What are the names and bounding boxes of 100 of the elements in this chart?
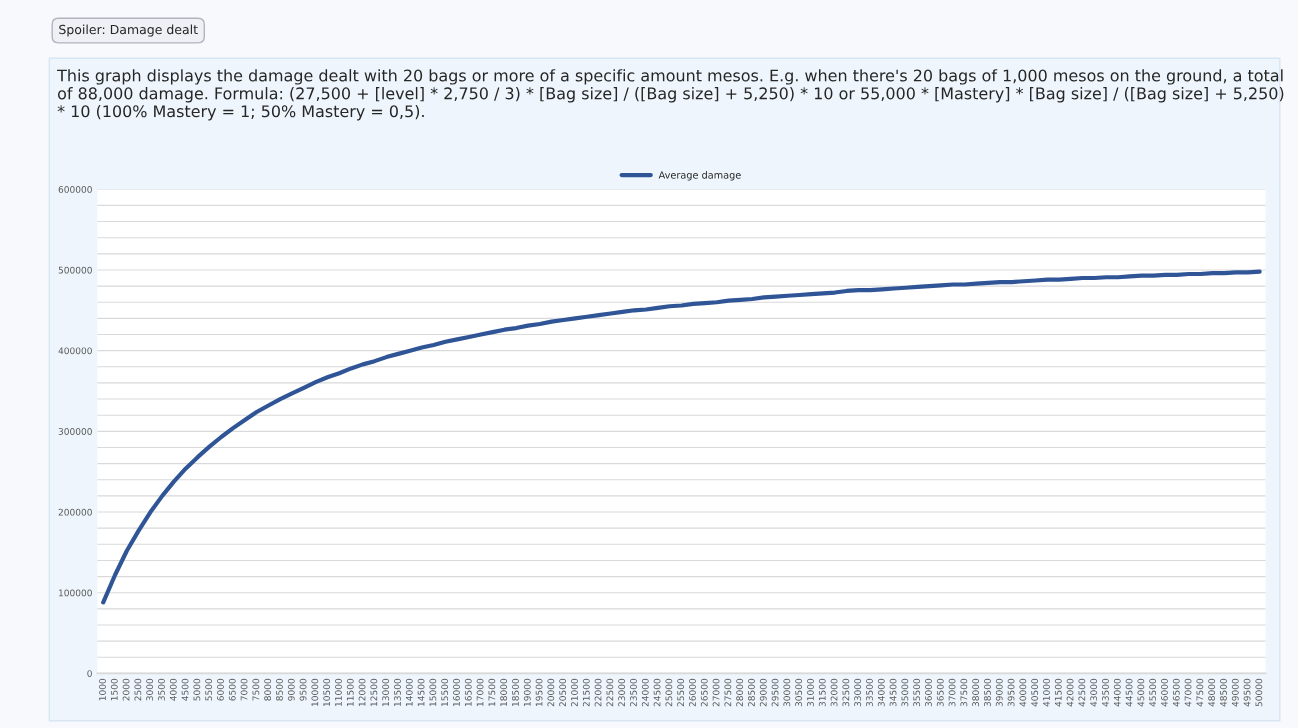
chart-title: This graph displays the damage dealt with 20 bags or more of a specific amount mesos. E.g. when there's 20 bags of 1,000 mesos on the ground, a total of 88,000 damage. Formula: (27,500 + [level] * 2,750 / 3) * [Bag size] / ([Bag size] + 5,250) * 10 or 55,000 * [Mastery] * [Bag size] / ([Bag size] + 5,250) * 10 (100% Mastery = 1; 50% Mastery = 0,5). [57, 69, 1284, 121]
x-tick-label: 5500 [205, 678, 213, 701]
x-tick-label: 34000 [877, 678, 885, 707]
x-tick-label: 29000 [759, 678, 767, 707]
x-tick-label: 24000 [641, 678, 649, 707]
x-tick-label: 37500 [960, 678, 968, 707]
x-tick-label: 25000 [665, 678, 673, 707]
x-tick-label: 8500 [276, 678, 283, 701]
x-tick-label: 27500 [724, 678, 732, 707]
x-tick-label: 30500 [795, 678, 803, 707]
y-tick-label: 500000 [58, 266, 92, 274]
x-tick-label: 6000 [217, 678, 224, 701]
x-tick-label: 7500 [252, 678, 260, 701]
x-tick-label: 27000 [712, 678, 720, 707]
x-tick-label: 22500 [606, 678, 614, 707]
x-tick-label: 38000 [972, 678, 980, 707]
x-tick-label: 22000 [594, 678, 602, 707]
x-tick-label: 46500 [1172, 678, 1180, 707]
x-tick-label: 10500 [323, 678, 331, 706]
x-tick-label: 23500 [630, 678, 637, 707]
x-tick-label: 40500 [1031, 678, 1039, 707]
y-tick-label: 100000 [59, 589, 92, 597]
x-tick-label: 39000 [995, 678, 1003, 707]
x-tick-label: 40000 [1019, 678, 1027, 707]
x-tick-label: 45500 [1149, 678, 1157, 707]
x-tick-label: 20500 [559, 678, 567, 707]
text: Spoiler: Damage dealt [59, 24, 198, 37]
x-tick-label: 49000 [1231, 678, 1239, 707]
x-tick-label: 2000 [122, 678, 130, 701]
x-tick-label: 26500 [700, 678, 708, 707]
x-tick-label: 49500 [1243, 678, 1251, 707]
x-tick-label: 13500 [394, 678, 401, 706]
x-tick-label: 31500 [818, 678, 826, 707]
y-tick-label: 600000 [58, 186, 92, 193]
x-tick-label: 33500 [866, 678, 873, 707]
x-tick-label: 43500 [1102, 678, 1109, 707]
x-tick-label: 20000 [547, 678, 555, 707]
x-tick-label: 47500 [1196, 678, 1204, 707]
x-tick-label: 24500 [653, 678, 661, 707]
x-tick-label: 28500 [748, 678, 755, 707]
x-tick-label: 30000 [783, 678, 791, 707]
x-tick-label: 43000 [1090, 678, 1098, 707]
x-tick-label: 44000 [1113, 678, 1121, 707]
x-tick-label: 42000 [1066, 678, 1074, 707]
x-tick-label: 44500 [1125, 678, 1133, 707]
y-tick-label: 200000 [58, 508, 92, 516]
x-tick-label: 11500 [346, 678, 354, 706]
x-tick-label: 14000 [405, 678, 413, 706]
x-tick-label: 21000 [571, 678, 578, 707]
x-tick-label: 4500 [181, 678, 189, 701]
x-tick-label: 47000 [1184, 678, 1192, 707]
x-tick-label: 4000 [169, 678, 177, 701]
x-tick-label: 38500 [984, 678, 991, 707]
x-tick-label: 8000 [264, 678, 272, 701]
x-tick-label: 18000 [500, 678, 508, 706]
x-tick-label: 37000 [948, 678, 956, 707]
y-tick-label: 0 [87, 670, 92, 677]
x-tick-label: 15000 [429, 678, 437, 706]
x-tick-label: 42500 [1078, 678, 1086, 707]
y-tick-label: 300000 [58, 428, 92, 435]
legend-label: Average damage [658, 171, 741, 181]
x-tick-label: 50000 [1255, 678, 1263, 707]
x-tick-label: 19000 [523, 678, 531, 706]
x-tick-label: 35000 [901, 678, 909, 707]
y-tick-label: 400000 [58, 347, 92, 355]
x-tick-label: 28000 [736, 678, 744, 707]
x-tick-label: 9500 [299, 678, 307, 701]
x-tick-label: 33000 [854, 678, 862, 707]
x-tick-label: 46000 [1161, 678, 1168, 707]
x-tick-label: 16000 [453, 678, 460, 706]
x-tick-label: 12000 [358, 678, 366, 706]
x-tick-label: 2500 [134, 678, 142, 701]
x-tick-label: 12500 [370, 678, 378, 706]
x-tick-label: 31000 [807, 678, 814, 707]
x-tick-label: 19500 [535, 678, 543, 706]
x-tick-label: 26000 [689, 678, 696, 707]
x-tick-label: 18500 [512, 678, 519, 706]
x-tick-label: 16500 [464, 678, 472, 706]
x-tick-label: 1000 [99, 678, 106, 701]
x-tick-label: 17000 [476, 678, 484, 706]
x-tick-label: 23000 [618, 678, 626, 707]
x-tick-label: 29500 [771, 678, 779, 707]
x-tick-label: 34500 [889, 678, 897, 707]
x-tick-label: 41000 [1043, 678, 1050, 707]
x-tick-label: 41500 [1054, 678, 1062, 707]
x-tick-label: 32000 [830, 678, 838, 707]
x-tick-label: 7000 [240, 678, 248, 701]
x-tick-label: 3000 [146, 678, 154, 701]
x-tick-label: 3500 [158, 678, 165, 701]
x-tick-label: 13000 [382, 678, 390, 706]
x-tick-label: 25500 [677, 678, 685, 707]
x-tick-label: 1500 [110, 678, 118, 701]
x-tick-label: 21500 [582, 678, 590, 707]
x-tick-label: 15500 [441, 678, 449, 706]
x-tick-label: 36000 [925, 678, 932, 707]
x-tick-label: 10000 [311, 678, 319, 706]
x-tick-label: 5000 [193, 678, 201, 701]
x-tick-label: 48500 [1220, 678, 1227, 707]
x-tick-label: 14500 [417, 678, 425, 706]
x-tick-label: 45000 [1137, 678, 1145, 707]
